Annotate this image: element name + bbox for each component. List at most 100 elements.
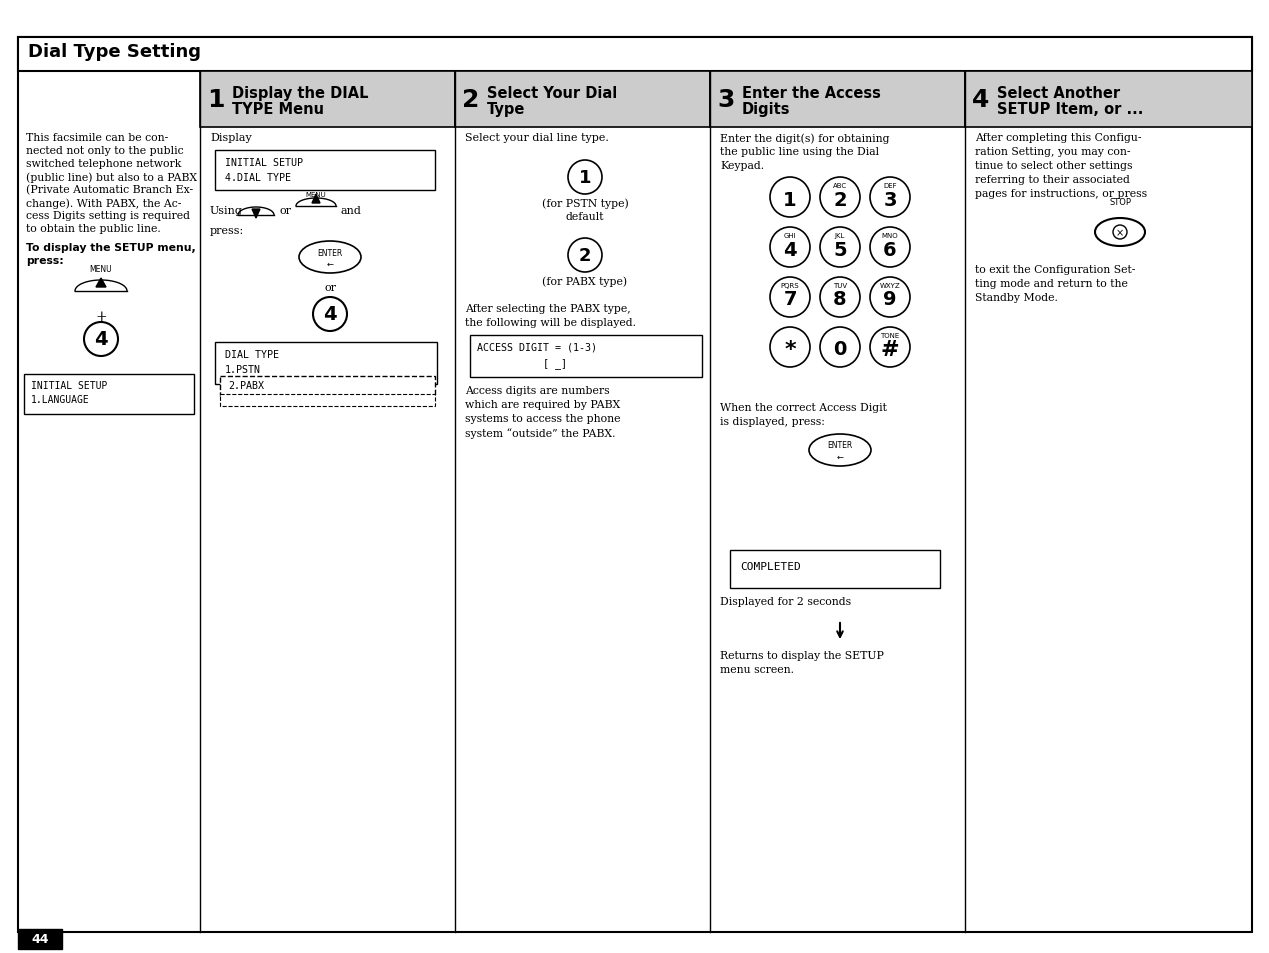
Text: (Private Automatic Branch Ex-: (Private Automatic Branch Ex- [25, 185, 193, 195]
Polygon shape [75, 281, 127, 292]
Bar [18, 929, 62, 949]
Text: Keypad.: Keypad. [720, 161, 764, 171]
Text: ration Setting, you may con-: ration Setting, you may con- [975, 147, 1131, 157]
Text: MENU: MENU [306, 192, 326, 198]
Text: Select Another: Select Another [997, 86, 1121, 101]
Bar [964, 71, 1253, 128]
Text: 7: 7 [783, 291, 797, 309]
Text: 2.PABX: 2.PABX [228, 380, 264, 391]
Bar [470, 335, 702, 377]
Text: After selecting the PABX type,: After selecting the PABX type, [464, 304, 631, 314]
Text: the following will be displayed.: the following will be displayed. [464, 317, 636, 328]
Text: ×: × [1115, 228, 1124, 237]
Polygon shape [312, 194, 320, 204]
Text: systems to access the phone: systems to access the phone [464, 414, 621, 423]
Text: 4: 4 [94, 330, 108, 349]
Text: When the correct Access Digit: When the correct Access Digit [720, 402, 887, 413]
Text: tinue to select other settings: tinue to select other settings [975, 161, 1132, 171]
Text: switched telephone network: switched telephone network [25, 159, 181, 169]
Text: 3: 3 [717, 88, 735, 112]
Text: To display the SETUP menu,: To display the SETUP menu, [25, 243, 195, 253]
Bar [18, 38, 1253, 71]
Text: pages for instructions, or press: pages for instructions, or press [975, 189, 1147, 199]
Text: SETUP Item, or ...: SETUP Item, or ... [997, 102, 1143, 117]
Text: ABC: ABC [832, 183, 848, 189]
Text: DIAL TYPE: DIAL TYPE [225, 350, 279, 359]
Text: STOP: STOP [1109, 198, 1131, 207]
Text: TYPE Menu: TYPE Menu [232, 102, 324, 117]
Polygon shape [96, 278, 107, 288]
Text: menu screen.: menu screen. [720, 664, 794, 675]
Text: 2: 2 [834, 191, 846, 210]
Text: 4: 4 [783, 240, 797, 259]
Bar [220, 376, 435, 396]
Text: ←: ← [326, 259, 334, 268]
Text: MENU: MENU [90, 265, 113, 274]
Text: Dial Type Setting: Dial Type Setting [28, 43, 201, 61]
Text: Display the DIAL: Display the DIAL [232, 86, 368, 101]
Text: default: default [566, 212, 604, 222]
Text: ting mode and return to the: ting mode and return to the [975, 278, 1128, 289]
Text: ←: ← [836, 452, 844, 461]
Text: (for PABX type): (for PABX type) [542, 275, 628, 286]
Text: referring to their associated: referring to their associated [975, 174, 1129, 185]
Text: system “outside” the PABX.: system “outside” the PABX. [464, 428, 615, 438]
Text: #: # [881, 339, 900, 359]
Text: WXYZ: WXYZ [879, 283, 901, 289]
Text: 4: 4 [972, 88, 990, 112]
Text: TONE: TONE [881, 333, 900, 338]
Text: Using: Using [209, 206, 242, 215]
Text: Display: Display [209, 132, 251, 143]
Text: is displayed, press:: is displayed, press: [720, 416, 825, 427]
Text: TUV: TUV [832, 283, 848, 289]
Text: Access digits are numbers: Access digits are numbers [464, 386, 609, 395]
Text: Select Your Dial: Select Your Dial [487, 86, 617, 101]
Text: Digits: Digits [742, 102, 791, 117]
Polygon shape [296, 199, 336, 207]
Bar [214, 151, 435, 191]
Text: 9: 9 [883, 291, 897, 309]
Text: INITIAL SETUP: INITIAL SETUP [30, 380, 108, 391]
Text: Enter the digit(s) for obtaining: Enter the digit(s) for obtaining [720, 132, 890, 143]
Bar [201, 71, 456, 128]
Text: After completing this Configu-: After completing this Configu- [975, 132, 1142, 143]
Text: Returns to display the SETUP: Returns to display the SETUP [720, 650, 884, 660]
Text: COMPLETED: COMPLETED [740, 561, 801, 572]
Text: 1: 1 [783, 191, 797, 210]
Text: ENTER: ENTER [827, 441, 853, 450]
Text: 1.LANGUAGE: 1.LANGUAGE [30, 395, 90, 405]
Text: Select your dial line type.: Select your dial line type. [464, 132, 609, 143]
Text: nected not only to the public: nected not only to the public [25, 146, 184, 156]
Text: change). With PABX, the Ac-: change). With PABX, the Ac- [25, 198, 181, 209]
Text: GHI: GHI [784, 233, 797, 239]
Text: Displayed for 2 seconds: Displayed for 2 seconds [720, 597, 851, 606]
Text: PQRS: PQRS [780, 283, 799, 289]
Text: 1: 1 [207, 88, 225, 112]
Text: [ _]: [ _] [477, 357, 567, 369]
Text: 2: 2 [579, 247, 591, 265]
Text: 1: 1 [579, 169, 591, 187]
Text: ENTER: ENTER [317, 248, 343, 257]
Polygon shape [253, 210, 260, 219]
Bar [24, 375, 194, 415]
Text: (for PSTN type): (for PSTN type) [542, 198, 628, 209]
Bar [456, 71, 709, 128]
Bar [709, 71, 964, 128]
Text: 44: 44 [32, 933, 48, 945]
Text: to exit the Configuration Set-: to exit the Configuration Set- [975, 265, 1136, 274]
Text: 0: 0 [834, 340, 846, 359]
Text: *: * [784, 339, 796, 359]
Text: 1.PSTN: 1.PSTN [225, 365, 261, 375]
Text: 4.DIAL TYPE: 4.DIAL TYPE [225, 172, 291, 183]
Text: cess Digits setting is required: cess Digits setting is required [25, 211, 190, 221]
Text: and: and [340, 206, 360, 215]
Bar [730, 551, 940, 588]
Polygon shape [239, 208, 274, 215]
Text: JKL: JKL [835, 233, 845, 239]
Text: the public line using the Dial: the public line using the Dial [720, 147, 879, 157]
Text: (public line) but also to a PABX: (public line) but also to a PABX [25, 172, 197, 182]
Text: 6: 6 [883, 240, 897, 259]
Text: or: or [324, 283, 336, 293]
Bar [214, 343, 437, 385]
Text: 2: 2 [462, 88, 480, 112]
